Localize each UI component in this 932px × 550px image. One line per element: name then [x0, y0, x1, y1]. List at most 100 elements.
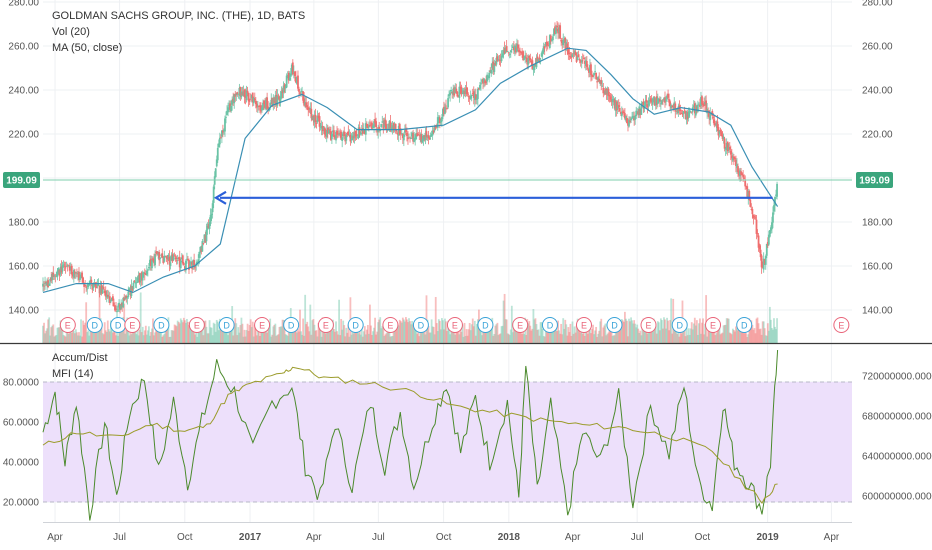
symbol-title[interactable]: GOLDMAN SACHS GROUP, INC. (THE), 1D, BAT…: [52, 10, 306, 22]
volume-bar: [183, 320, 186, 343]
dividend-marker[interactable]: D: [477, 317, 494, 333]
volume-bar: [279, 326, 282, 343]
event-circle: [512, 317, 529, 333]
volume-bar: [98, 292, 101, 343]
candle-body: [76, 272, 78, 274]
volume-bar: [417, 331, 420, 343]
volume-bar: [549, 330, 552, 343]
candle-body: [705, 100, 708, 112]
candle-body: [754, 217, 757, 219]
volume-bar: [414, 325, 417, 343]
candle-body: [547, 45, 550, 46]
volume-bar: [665, 328, 667, 343]
vol-indicator-label[interactable]: Vol (20): [52, 26, 90, 38]
candle-body: [485, 81, 488, 84]
candle-body: [461, 92, 464, 94]
dividend-marker[interactable]: D: [671, 317, 688, 333]
candle-body: [428, 138, 431, 140]
volume-bar: [579, 332, 582, 343]
candle-body: [665, 99, 667, 101]
candle-body: [128, 288, 131, 291]
volume-bar: [333, 329, 335, 343]
current-price-tag-right: 199.09: [856, 172, 893, 189]
earnings-marker[interactable]: E: [254, 317, 271, 333]
candle-body: [503, 48, 506, 54]
candle-body: [272, 98, 275, 106]
volume-bar: [470, 324, 473, 343]
ad-indicator-label[interactable]: Accum/Dist: [52, 352, 108, 364]
earnings-marker[interactable]: E: [512, 317, 529, 333]
candle-body: [241, 92, 244, 96]
candle-body: [767, 234, 770, 245]
candle-body: [460, 86, 463, 95]
earnings-marker[interactable]: E: [317, 317, 334, 333]
volume-bar: [89, 320, 92, 343]
dividend-marker[interactable]: D: [153, 317, 170, 333]
candle-body: [309, 107, 312, 110]
candle-body: [391, 125, 394, 129]
earnings-marker[interactable]: E: [833, 317, 850, 333]
volume-bar: [394, 329, 397, 343]
volume-bar: [744, 329, 747, 343]
dividend-marker[interactable]: D: [218, 317, 235, 333]
candle-body: [659, 103, 662, 105]
volume-bar: [630, 317, 632, 343]
candle-body: [699, 105, 701, 107]
dividend-marker[interactable]: D: [110, 317, 127, 333]
earnings-marker[interactable]: E: [188, 317, 205, 333]
volume-bar: [443, 329, 445, 343]
volume-bar: [595, 326, 598, 343]
earnings-marker[interactable]: E: [446, 317, 463, 333]
time-tick: Jul: [113, 532, 126, 543]
candle-body: [397, 125, 400, 136]
candle-body: [622, 112, 625, 113]
volume-bar: [438, 320, 441, 343]
candle-body: [528, 55, 531, 59]
volume-bar: [444, 318, 446, 343]
ma-indicator-label[interactable]: MA (50, close): [52, 42, 123, 54]
earnings-marker[interactable]: E: [59, 317, 76, 333]
candle-body: [696, 104, 699, 112]
earnings-marker[interactable]: E: [124, 317, 141, 333]
earnings-marker[interactable]: E: [640, 317, 657, 333]
volume-bar: [727, 318, 730, 343]
dividend-marker[interactable]: D: [347, 317, 364, 333]
volume-bar: [574, 332, 577, 343]
candle-body: [663, 98, 665, 101]
earnings-marker[interactable]: E: [705, 317, 722, 333]
volume-bar: [310, 334, 313, 343]
volume-bar: [368, 333, 370, 343]
volume-bar: [251, 321, 254, 343]
volume-bar: [96, 323, 99, 343]
candle-body: [408, 137, 410, 139]
volume-bar: [355, 326, 358, 343]
candle-body: [364, 123, 367, 135]
volume-bar: [360, 328, 363, 343]
ad-tick: 720000000.0000: [862, 372, 932, 383]
volume-bar: [734, 331, 736, 343]
volume-bar: [516, 326, 518, 343]
candle-body: [330, 133, 333, 140]
volume-bar: [383, 336, 386, 343]
volume-bar: [610, 323, 613, 343]
candle-body: [623, 113, 626, 119]
volume-bar: [737, 330, 739, 343]
candle-body: [444, 107, 446, 114]
volume-bar: [100, 325, 103, 343]
dividend-marker[interactable]: D: [283, 317, 300, 333]
candle-body: [525, 57, 528, 59]
candle-body: [292, 71, 295, 73]
dividend-marker[interactable]: D: [606, 317, 623, 333]
volume-bar: [240, 317, 243, 343]
dividend-marker[interactable]: D: [541, 317, 558, 333]
dividend-marker[interactable]: D: [412, 317, 429, 333]
mfi-indicator-label[interactable]: MFI (14): [52, 368, 94, 380]
volume-bar: [752, 329, 755, 343]
earnings-marker[interactable]: E: [382, 317, 399, 333]
earnings-marker[interactable]: E: [575, 317, 592, 333]
dividend-marker[interactable]: D: [736, 317, 753, 333]
dividend-marker[interactable]: D: [86, 317, 103, 333]
volume-bar: [229, 329, 232, 343]
candle-body: [248, 101, 251, 103]
